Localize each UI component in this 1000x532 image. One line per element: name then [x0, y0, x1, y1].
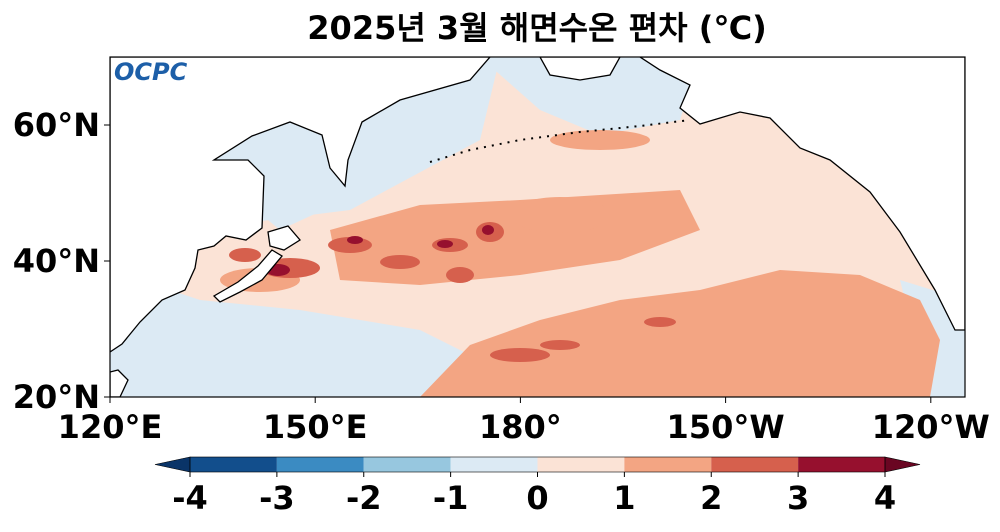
land [110, 57, 965, 397]
colorbar-tick-label: 0 [526, 479, 548, 517]
colorbar-segment [798, 457, 885, 472]
y-tick-label: 20°N [13, 378, 100, 416]
y-tick-label: 60°N [13, 106, 100, 144]
x-tick-label: 180° [479, 408, 562, 446]
x-tick-label: 120°E [58, 408, 163, 446]
colorbar-tick-label: 3 [787, 479, 809, 517]
colorbar-tick-label: 4 [874, 479, 896, 517]
x-tick-label: 120°W [872, 408, 990, 446]
axes: 120°E 150°E 180° 150°W 120°W 20°N 40°N 60°N [13, 106, 990, 446]
colorbar-tick-label: 1 [613, 479, 635, 517]
colorbar-segment [276, 457, 364, 472]
map-frame [109, 56, 966, 398]
x-tick-label: 150°E [263, 408, 368, 446]
warm-anomalies [220, 130, 940, 397]
colorbar-tick-label: -2 [346, 479, 382, 517]
colorbar-segment [190, 457, 277, 472]
colorbar-tick-label: -1 [433, 479, 469, 517]
colorbar-segment [450, 457, 538, 472]
colorbar-segment [363, 457, 451, 472]
colorbar: -4 -3 -2 -1 0 1 2 3 4 [154, 456, 921, 517]
colorbar-tick-label: 2 [700, 479, 722, 517]
y-tick-label: 40°N [13, 242, 100, 280]
colorbar-tick-label: -4 [172, 479, 208, 517]
colorbar-segment [624, 457, 712, 472]
colorbar-tick-label: -3 [259, 479, 295, 517]
logo: OCPC [114, 58, 188, 86]
colorbar-segment [711, 457, 799, 472]
colorbar-segment [537, 457, 625, 472]
colorbar-under [154, 456, 191, 473]
map [110, 57, 965, 397]
title: 2025년 3월 해면수온 편차 (℃) [307, 9, 766, 47]
x-tick-label: 150°W [667, 408, 785, 446]
colorbar-over [884, 456, 921, 473]
